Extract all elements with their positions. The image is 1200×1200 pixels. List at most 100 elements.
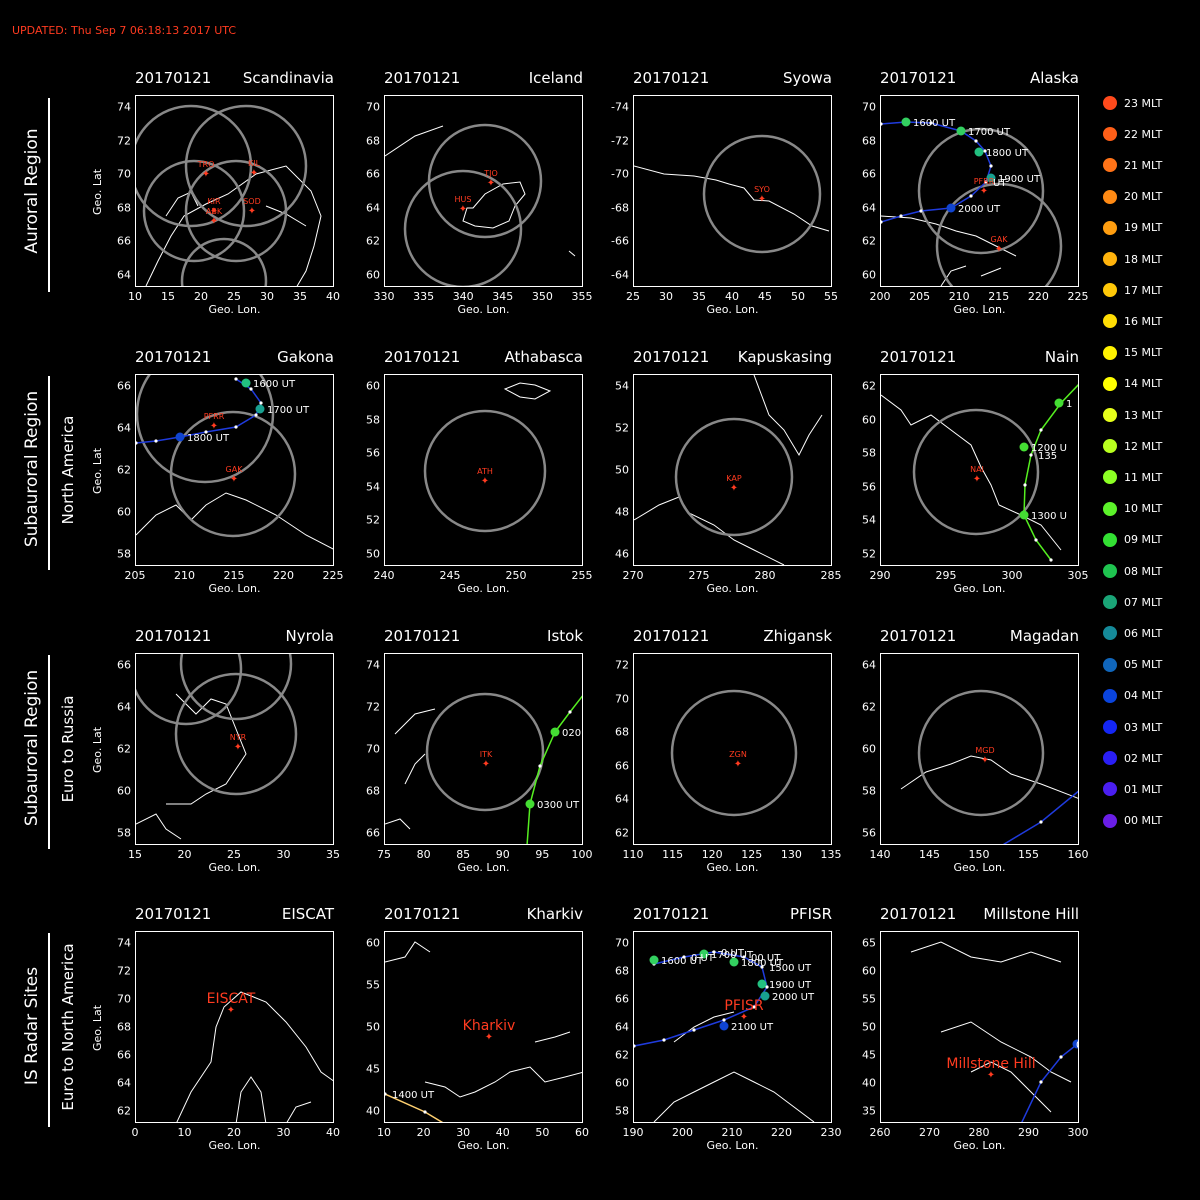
field-of-view-circle <box>670 689 798 817</box>
track-point <box>249 387 253 391</box>
x-tick-label: 30 <box>276 848 291 861</box>
x-tick-label: 80 <box>416 848 431 861</box>
track-point <box>692 1028 696 1032</box>
y-tick-label: 64 <box>117 1076 131 1090</box>
coastline <box>753 375 823 457</box>
panel-date: 20170121 <box>633 348 710 366</box>
panel-date: 20170121 <box>135 69 212 87</box>
legend-swatch <box>1103 345 1117 360</box>
y-tick-label: 50 <box>615 463 629 477</box>
y-tick-label: 35 <box>862 1104 876 1118</box>
panel-site-name: Nain <box>1044 348 1079 366</box>
panel-date: 20170121 <box>384 627 461 645</box>
x-tick-label: 10 <box>128 290 142 303</box>
site-marker-icon: ✦ <box>758 194 766 205</box>
x-tick-label: 200 <box>869 290 891 303</box>
track-marker <box>175 432 185 442</box>
x-tick-label: 100 <box>571 848 593 861</box>
x-tick-label: 345 <box>492 290 514 303</box>
satellite-track <box>1023 384 1078 561</box>
track-time-label: 1700 UT <box>968 127 1011 138</box>
legend-swatch <box>1103 314 1117 329</box>
coastline <box>385 941 431 963</box>
legend-item: 11 MLT <box>1103 467 1162 487</box>
track-point <box>1023 483 1027 487</box>
track-point <box>582 692 583 695</box>
satellite-track <box>1002 790 1078 844</box>
x-tick-label: 120 <box>701 848 723 861</box>
track-marker <box>946 203 956 213</box>
site-marker-icon: ✦ <box>995 244 1003 255</box>
field-of-view-circle <box>912 408 1040 536</box>
site-marker-icon: ✦ <box>980 186 988 197</box>
x-tick-label: 40 <box>326 290 340 303</box>
y-tick-label: 56 <box>862 480 876 494</box>
y-tick-label: 52 <box>615 421 629 435</box>
x-axis-title: Geo. Lon. <box>953 1139 1006 1152</box>
legend-label: 05 MLT <box>1124 658 1163 672</box>
legend-label: 01 MLT <box>1124 782 1163 796</box>
y-tick-label: 66 <box>117 379 131 393</box>
map-panel: 1 1200 U 1300 U 135 ✦ NAI <box>880 374 1079 566</box>
y-axis-title: Geo. Lat <box>91 168 104 215</box>
map-canvas: ✦TRO✦KIL✦KIR✦SOD✦ABK <box>136 104 322 286</box>
legend-swatch <box>1103 252 1117 266</box>
field-of-view-circle <box>935 182 1063 286</box>
y-tick-label: 70 <box>366 742 380 756</box>
y-tick-label: 62 <box>117 742 131 756</box>
track-time-label: 0 UT <box>691 953 715 964</box>
x-tick-label: 40 <box>725 290 739 303</box>
legend-swatch <box>1103 96 1117 110</box>
legend-swatch <box>1103 626 1117 641</box>
coastline <box>634 165 830 232</box>
legend-item: 03 MLT <box>1103 717 1162 737</box>
x-tick-label: 335 <box>413 290 435 303</box>
y-tick-label: 62 <box>615 826 629 840</box>
x-tick-label: 110 <box>622 848 644 861</box>
y-tick-label: 70 <box>862 100 876 114</box>
site-label: KIL <box>248 159 261 168</box>
x-tick-label: 220 <box>1027 290 1049 303</box>
track-marker <box>986 173 996 183</box>
x-tick-label: 275 <box>688 569 710 582</box>
x-tick-label: 20 <box>194 290 208 303</box>
field-of-view-circle <box>142 159 246 263</box>
map-panel: ✦ SYO <box>633 95 832 287</box>
track-marker <box>1054 398 1064 408</box>
site-marker-icon: ✦ <box>730 483 738 494</box>
legend-swatch <box>1103 720 1117 734</box>
y-tick-label: 62 <box>615 1048 629 1062</box>
panel-site-name: Magadan <box>1009 627 1079 645</box>
x-tick-label: 25 <box>227 290 241 303</box>
map-panel: ✦ MGD <box>880 653 1079 845</box>
y-tick-label: 66 <box>117 1048 131 1062</box>
y-tick-label: 60 <box>862 964 876 978</box>
track-time-label: 2100 UT <box>731 1022 774 1033</box>
x-tick-label: 270 <box>919 1126 940 1139</box>
panel-site-name: Millstone Hill <box>983 905 1079 923</box>
field-of-view-circle <box>917 689 1045 817</box>
panel-date: 20170121 <box>384 348 461 366</box>
coastline <box>235 1076 267 1122</box>
x-tick-label: 30 <box>276 1126 291 1139</box>
site-label: SOD <box>243 197 261 206</box>
legend-label: 16 MLT <box>1124 314 1163 328</box>
map-panel: ✦ EISCAT <box>135 931 334 1123</box>
legend-item: 16 MLT <box>1103 311 1162 331</box>
x-tick-label: 140 <box>869 848 891 861</box>
legend-item: 17 MLT <box>1103 280 1162 300</box>
map-panel: 2100 UT 2000 UT 1900 UT 1800 UT 1700 UT 1600 … <box>633 931 832 1123</box>
legend-label: 02 MLT <box>1124 751 1163 765</box>
legend-label: 08 MLT <box>1124 564 1163 578</box>
x-axis-title: Geo. Lon. <box>208 582 261 595</box>
y-tick-label: 70 <box>615 692 629 706</box>
coastline <box>424 1066 582 1098</box>
x-axis-title: Geo. Lon. <box>457 582 510 595</box>
site-label: ABK <box>206 207 223 216</box>
y-tick-label: 64 <box>862 201 876 215</box>
coastline <box>176 991 333 1122</box>
track-time-label: 1700 UT <box>711 950 754 961</box>
x-axis-title: Geo. Lon. <box>457 303 510 316</box>
track-point <box>154 439 158 443</box>
